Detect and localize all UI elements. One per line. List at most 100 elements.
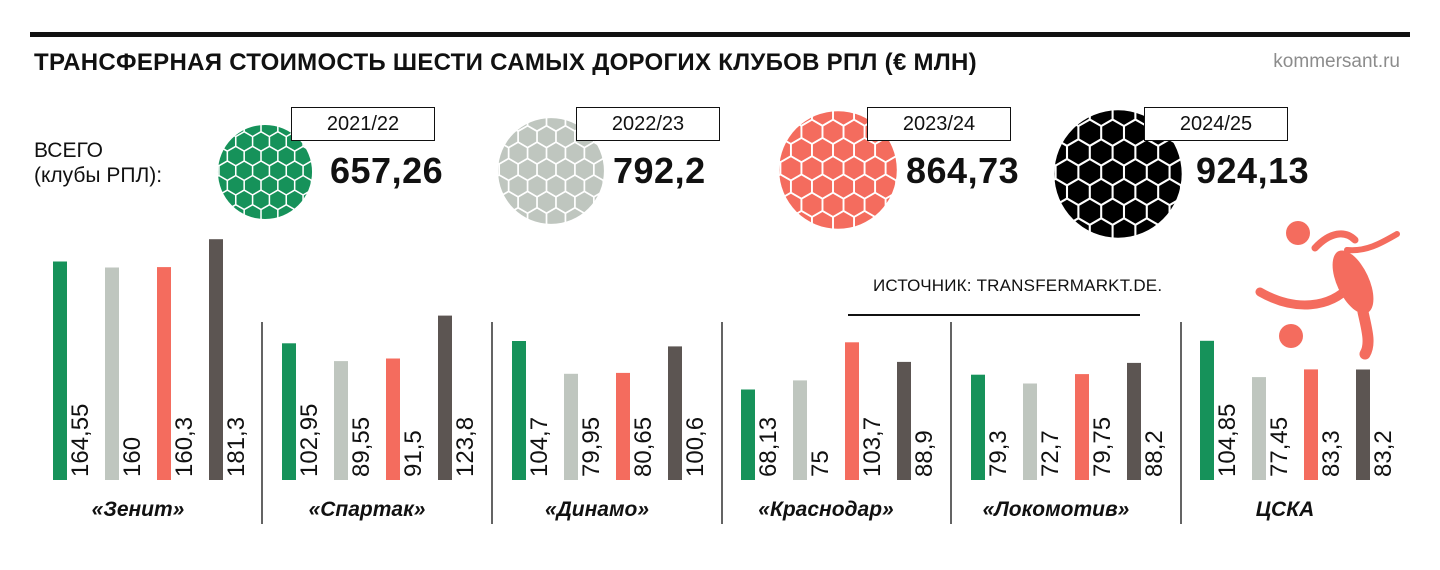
ball-patch (287, 191, 303, 209)
bar (1075, 374, 1089, 480)
ball-patch (781, 157, 801, 180)
ball-patch (1056, 160, 1078, 185)
ball-patch (823, 193, 843, 216)
season-total-2023: 864,73 (906, 150, 1020, 191)
ball-patch (1113, 110, 1135, 125)
ball-patch (500, 159, 518, 180)
ball-patch (791, 175, 811, 198)
bar (1200, 340, 1214, 480)
bar-value-label: 83,3 (1318, 430, 1345, 477)
bar (845, 342, 859, 480)
ball-patch (1147, 160, 1169, 185)
ball-patch (575, 159, 593, 180)
ball-patch (1090, 179, 1112, 204)
ball-patch (518, 192, 537, 213)
ball-patch (1159, 140, 1180, 165)
ball-patch (270, 132, 286, 151)
ball-patch (270, 191, 286, 209)
bar (1304, 369, 1318, 480)
bar (105, 267, 119, 480)
ball-patch (528, 118, 546, 131)
totals-label-line2: (клубы РПЛ): (34, 164, 163, 187)
ball-patch (844, 193, 864, 216)
bar (438, 315, 452, 480)
bar (793, 380, 807, 480)
season-total-2022: 792,2 (613, 150, 706, 191)
site-credit: kommersant.ru (1273, 51, 1400, 72)
ball-patch (876, 139, 896, 162)
ball-patch (228, 176, 244, 195)
ball-patch (537, 126, 556, 147)
ball-patch (865, 157, 885, 180)
top-rule (30, 32, 1410, 37)
category-label: «Зенит» (92, 498, 185, 521)
bar (1023, 383, 1037, 480)
ball-patch (791, 139, 811, 162)
bar-value-label: 102,95 (296, 404, 323, 477)
bar-value-label: 68,13 (755, 417, 782, 477)
ball-patch (244, 147, 261, 165)
bar (1252, 377, 1266, 480)
bar (157, 267, 171, 480)
ball-patch (844, 157, 864, 180)
ball-patch (1159, 179, 1180, 204)
category-label: «Краснодар» (758, 498, 893, 521)
category-label: «Локомотив» (983, 498, 1130, 521)
bar-value-label: 80,65 (630, 417, 657, 477)
ball-patch (528, 143, 546, 164)
totals-label: ВСЕГО (клубы РПЛ): (34, 138, 162, 188)
ball-patch (1090, 140, 1112, 165)
ball-patch (1113, 140, 1135, 165)
ball-patch (1170, 160, 1182, 185)
bar-value-label: 88,9 (911, 430, 938, 477)
ball-patch (547, 143, 565, 164)
source-rule (848, 314, 1140, 316)
bar (1127, 362, 1141, 480)
ball-patch (236, 191, 252, 209)
ball-patch (303, 161, 313, 180)
ball-patch (236, 132, 252, 151)
ball-patch (855, 139, 875, 162)
ball-patch (528, 175, 546, 196)
bar (53, 261, 67, 480)
bar-value-label: 104,85 (1214, 404, 1241, 477)
ball-patch (1090, 110, 1112, 125)
ball-patch (823, 120, 843, 143)
bar-value-label: 160 (119, 437, 146, 477)
ball-patch (1102, 120, 1123, 145)
ball-patch (219, 161, 235, 180)
bar-value-label: 160,3 (171, 417, 198, 477)
ball-patch (537, 192, 556, 213)
ball-patch (833, 175, 854, 198)
category-label: «Динамо» (545, 498, 649, 521)
ball-patch (594, 159, 604, 180)
bar (334, 361, 348, 480)
ball-patch (876, 175, 896, 198)
ball-patch (812, 111, 833, 125)
season-label-2022: 2022/23 (576, 107, 720, 141)
ball-patch (1102, 160, 1123, 185)
category-label: ЦСКА (1256, 498, 1315, 521)
ball-patch (1068, 140, 1089, 165)
ball-patch (556, 159, 575, 180)
ball-patch (1079, 120, 1101, 145)
source-note: ИСТОЧНИК: TRANSFERMARKT.DE. (873, 276, 1163, 295)
bar-value-label: 91,5 (400, 430, 427, 477)
season-label-2024: 2024/25 (1144, 107, 1288, 141)
season-label-2021: 2021/22 (291, 107, 435, 141)
ball-patch (585, 175, 603, 196)
bar-value-label: 181,3 (223, 417, 250, 477)
season-total-2024: 924,13 (1196, 150, 1310, 191)
ball-patch (1136, 140, 1158, 165)
ball-patch (295, 147, 311, 165)
bar-value-label: 83,2 (1370, 430, 1397, 477)
ball-patch (812, 175, 833, 198)
ball-patch (547, 175, 565, 196)
ball-patch (1102, 199, 1123, 224)
ball-patch (585, 143, 603, 164)
soccer-player-icon (1255, 221, 1400, 360)
ball-patch (1113, 179, 1135, 204)
ball-patch (865, 193, 885, 216)
bar-value-label: 75 (807, 450, 834, 477)
ball-patch (278, 176, 294, 195)
